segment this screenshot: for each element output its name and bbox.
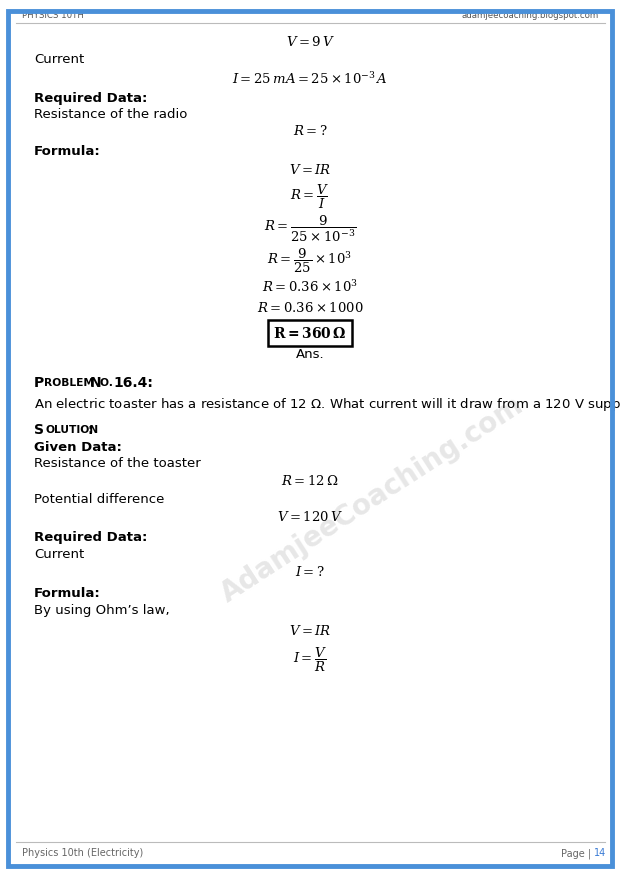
Text: :: : xyxy=(87,423,93,437)
Text: P: P xyxy=(34,376,45,390)
Text: N: N xyxy=(90,376,102,390)
Text: $R = \dfrac{9}{25 \times 10^{-3}}$: $R = \dfrac{9}{25 \times 10^{-3}}$ xyxy=(264,214,356,244)
Text: ROBLEM: ROBLEM xyxy=(44,378,98,389)
Text: $I = ?$: $I = ?$ xyxy=(295,565,325,579)
Text: OLUTION: OLUTION xyxy=(45,424,99,435)
Text: Resistance of the toaster: Resistance of the toaster xyxy=(34,457,201,469)
Text: $R = \dfrac{V}{I}$: $R = \dfrac{V}{I}$ xyxy=(291,182,329,210)
Text: Required Data:: Required Data: xyxy=(34,92,148,104)
Text: Required Data:: Required Data: xyxy=(34,531,148,544)
Text: 16.4:: 16.4: xyxy=(113,376,153,390)
Text: Resistance of the radio: Resistance of the radio xyxy=(34,108,187,120)
Text: Formula:: Formula: xyxy=(34,146,101,158)
Text: Page |: Page | xyxy=(560,848,594,859)
Text: An electric toaster has a resistance of 12 $\Omega$. What current will it draw f: An electric toaster has a resistance of … xyxy=(34,396,620,413)
Text: PHYSICS 10TH: PHYSICS 10TH xyxy=(22,11,84,20)
Text: $R = 0.36 \times 1000$: $R = 0.36 \times 1000$ xyxy=(257,301,363,315)
Text: Given Data:: Given Data: xyxy=(34,441,122,453)
Text: $V = 120\,V$: $V = 120\,V$ xyxy=(277,510,343,524)
Text: adamjeecoaching.blogspot.com: adamjeecoaching.blogspot.com xyxy=(461,11,598,20)
Text: $R = ?$: $R = ?$ xyxy=(293,124,327,138)
Text: Ans.: Ans. xyxy=(296,348,324,360)
Text: $V = 9\,V$: $V = 9\,V$ xyxy=(286,35,334,49)
Text: Potential difference: Potential difference xyxy=(34,493,164,505)
Text: $R = 12\,\Omega$: $R = 12\,\Omega$ xyxy=(281,474,339,488)
Text: $R = \dfrac{9}{25} \times 10^{3}$: $R = \dfrac{9}{25} \times 10^{3}$ xyxy=(267,246,353,275)
Text: Current: Current xyxy=(34,548,84,560)
Text: By using Ohm’s law,: By using Ohm’s law, xyxy=(34,604,170,617)
Text: Physics 10th (Electricity): Physics 10th (Electricity) xyxy=(22,848,143,859)
Text: $R = 0.36 \times 10^{3}$: $R = 0.36 \times 10^{3}$ xyxy=(262,279,358,295)
Text: $I = \dfrac{V}{R}$: $I = \dfrac{V}{R}$ xyxy=(293,645,327,674)
Text: S: S xyxy=(34,423,44,437)
Text: $\mathbf{R = 360\,\Omega}$: $\mathbf{R = 360\,\Omega}$ xyxy=(273,325,347,341)
Text: Current: Current xyxy=(34,53,84,66)
Text: $I = 25\,mA = 25 \times 10^{-3}\,A$: $I = 25\,mA = 25 \times 10^{-3}\,A$ xyxy=(232,71,388,87)
Text: AdamjeeCoaching.com: AdamjeeCoaching.com xyxy=(215,391,529,609)
Text: $V = IR$: $V = IR$ xyxy=(289,163,331,177)
Text: Formula:: Formula: xyxy=(34,588,101,600)
Text: 14: 14 xyxy=(594,848,606,859)
Text: O.: O. xyxy=(100,378,117,389)
Text: $V = IR$: $V = IR$ xyxy=(289,624,331,638)
